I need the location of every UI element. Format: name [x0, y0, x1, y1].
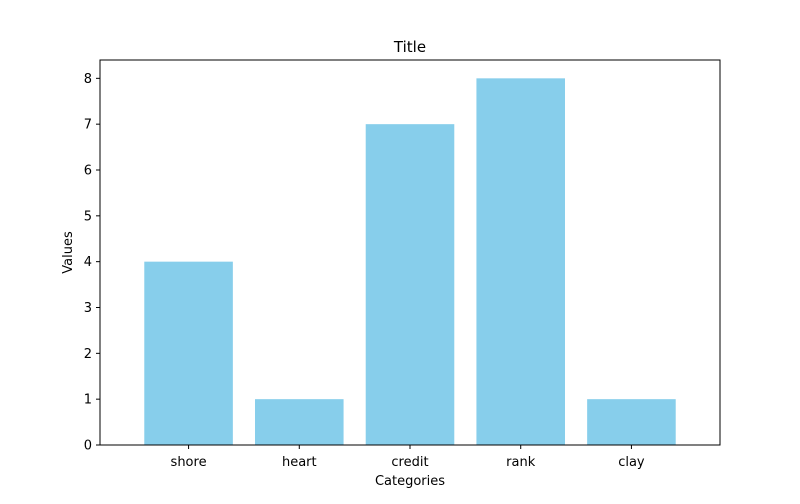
- plot-frame: [99, 59, 721, 446]
- x-axis-ticks: shore heart credit rank clay: [171, 445, 645, 470]
- y-tick-label: 3: [84, 301, 92, 316]
- bar-rank: [476, 78, 565, 445]
- y-tick-label: 5: [84, 209, 92, 224]
- bars-layer: [144, 78, 676, 446]
- y-axis-label: Values: [61, 231, 76, 274]
- bar-shore: [144, 261, 233, 445]
- bar-clay: [587, 399, 676, 445]
- y-tick-label: 7: [84, 118, 92, 133]
- x-axis-label: Categories: [375, 474, 445, 489]
- x-tick-label: clay: [618, 455, 645, 470]
- y-tick-label: 1: [84, 393, 92, 408]
- chart-title: Title: [393, 38, 426, 56]
- y-tick-label: 6: [84, 164, 92, 179]
- x-tick-label: heart: [282, 455, 317, 470]
- y-tick-label: 4: [84, 255, 92, 270]
- x-tick-label: credit: [391, 455, 428, 470]
- y-tick-label: 2: [84, 347, 92, 362]
- x-tick-label: rank: [506, 455, 536, 470]
- bar-credit: [365, 124, 455, 446]
- y-tick-label: 8: [84, 72, 92, 87]
- y-axis-ticks: 0 1 2 3 4 5 6 7 8: [84, 72, 100, 454]
- x-tick-label: shore: [171, 455, 207, 470]
- y-tick-label: 0: [84, 439, 92, 454]
- bar-heart: [255, 399, 344, 445]
